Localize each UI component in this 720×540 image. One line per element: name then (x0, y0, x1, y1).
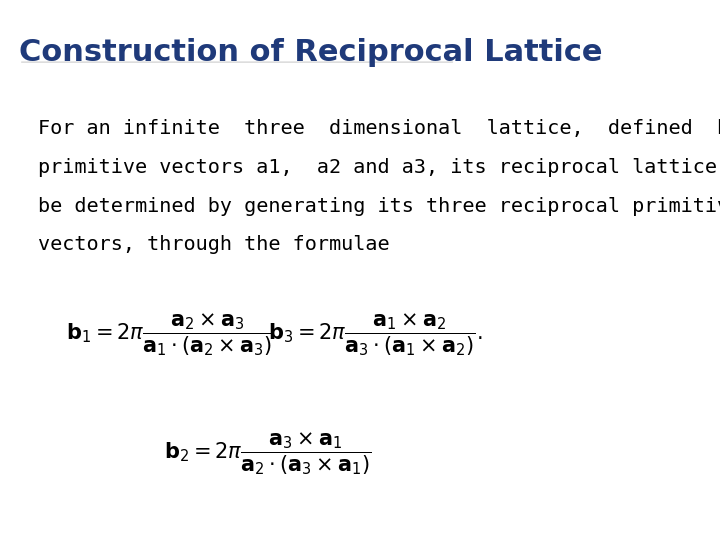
Text: vectors, through the formulae: vectors, through the formulae (37, 235, 390, 254)
Text: $\mathbf{b}_2 = 2\pi\dfrac{\mathbf{a}_3 \times \mathbf{a}_1}{\mathbf{a}_2 \cdot : $\mathbf{b}_2 = 2\pi\dfrac{\mathbf{a}_3 … (164, 430, 372, 477)
Text: $\mathbf{b}_1 = 2\pi\dfrac{\mathbf{a}_2 \times \mathbf{a}_3}{\mathbf{a}_1 \cdot : $\mathbf{b}_1 = 2\pi\dfrac{\mathbf{a}_2 … (66, 312, 274, 358)
Text: be determined by generating its three reciprocal primitive: be determined by generating its three re… (37, 197, 720, 215)
Text: $\mathbf{b}_3 = 2\pi\dfrac{\mathbf{a}_1 \times \mathbf{a}_2}{\mathbf{a}_3 \cdot : $\mathbf{b}_3 = 2\pi\dfrac{\mathbf{a}_1 … (268, 312, 482, 358)
Text: Construction of Reciprocal Lattice: Construction of Reciprocal Lattice (19, 38, 602, 67)
Text: For an infinite  three  dimensional  lattice,  defined  by  its: For an infinite three dimensional lattic… (37, 119, 720, 138)
Text: primitive vectors a1,  a2 and a3, its reciprocal lattice can: primitive vectors a1, a2 and a3, its rec… (37, 158, 720, 177)
